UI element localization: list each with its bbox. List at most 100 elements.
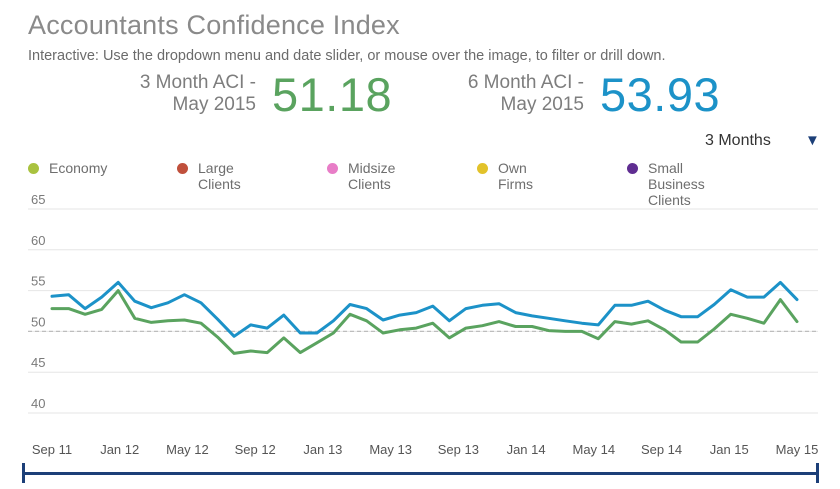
data-point[interactable] [679, 340, 684, 345]
data-point[interactable] [612, 303, 617, 308]
data-point[interactable] [695, 314, 700, 319]
data-point[interactable] [513, 310, 518, 315]
date-slider-track[interactable] [23, 472, 818, 475]
data-point[interactable] [215, 335, 220, 340]
data-point[interactable] [728, 287, 733, 292]
data-point[interactable] [314, 340, 319, 345]
data-point[interactable] [745, 316, 750, 321]
data-point[interactable] [629, 303, 634, 308]
data-point[interactable] [116, 288, 121, 293]
data-point[interactable] [331, 318, 336, 323]
data-point[interactable] [83, 312, 88, 317]
data-point[interactable] [530, 324, 535, 329]
data-point[interactable] [298, 331, 303, 336]
data-point[interactable] [397, 313, 402, 318]
data-point[interactable] [480, 303, 485, 308]
data-point[interactable] [646, 299, 651, 304]
date-slider-end-handle[interactable] [816, 463, 819, 483]
data-point[interactable] [165, 300, 170, 305]
data-point[interactable] [447, 318, 452, 323]
line-chart[interactable]: 40 45 50 55 60 65 Sep 11 Jan 12 May 12 Sep 12 Jan … [0, 195, 840, 465]
data-point[interactable] [497, 301, 502, 306]
data-point[interactable] [546, 328, 551, 333]
data-point[interactable] [579, 321, 584, 326]
data-point[interactable] [662, 327, 667, 332]
data-point[interactable] [265, 350, 270, 355]
data-point[interactable] [414, 326, 419, 331]
data-point[interactable] [165, 318, 170, 323]
data-point[interactable] [232, 351, 237, 356]
data-point[interactable] [563, 329, 568, 334]
data-point[interactable] [430, 304, 435, 309]
data-point[interactable] [430, 321, 435, 326]
data-point[interactable] [50, 306, 55, 311]
data-point[interactable] [348, 312, 353, 317]
data-point[interactable] [596, 322, 601, 327]
data-point[interactable] [149, 305, 154, 310]
data-point[interactable] [50, 294, 55, 299]
data-point[interactable] [480, 323, 485, 328]
data-point[interactable] [414, 310, 419, 315]
data-point[interactable] [116, 280, 121, 285]
data-point[interactable] [646, 318, 651, 323]
data-point[interactable] [281, 313, 286, 318]
data-point[interactable] [778, 280, 783, 285]
data-point[interactable] [66, 292, 71, 297]
data-point[interactable] [463, 326, 468, 331]
data-point[interactable] [182, 292, 187, 297]
data-point[interactable] [745, 295, 750, 300]
data-point[interactable] [712, 302, 717, 307]
data-point[interactable] [83, 306, 88, 311]
data-point[interactable] [132, 316, 137, 321]
data-point[interactable] [695, 340, 700, 345]
data-point[interactable] [265, 326, 270, 331]
data-point[interactable] [66, 306, 71, 311]
data-point[interactable] [314, 331, 319, 336]
data-point[interactable] [463, 306, 468, 311]
data-point[interactable] [364, 318, 369, 323]
data-point[interactable] [778, 297, 783, 302]
data-point[interactable] [199, 321, 204, 326]
data-point[interactable] [761, 295, 766, 300]
data-point[interactable] [397, 327, 402, 332]
data-point[interactable] [199, 300, 204, 305]
data-point[interactable] [530, 313, 535, 318]
data-point[interactable] [281, 335, 286, 340]
data-point[interactable] [662, 308, 667, 313]
data-point[interactable] [381, 331, 386, 336]
data-point[interactable] [182, 317, 187, 322]
data-point[interactable] [331, 331, 336, 336]
period-dropdown[interactable]: 3 Months ▼ [700, 130, 825, 152]
series-line-6-month-aci[interactable] [50, 280, 799, 338]
data-point[interactable] [579, 329, 584, 334]
data-point[interactable] [248, 348, 253, 353]
data-point[interactable] [712, 326, 717, 331]
data-point[interactable] [381, 317, 386, 322]
data-point[interactable] [761, 321, 766, 326]
data-point[interactable] [248, 322, 253, 327]
data-point[interactable] [132, 299, 137, 304]
series-line-3-month-aci[interactable] [50, 289, 799, 355]
data-point[interactable] [348, 302, 353, 307]
data-point[interactable] [99, 295, 104, 300]
data-point[interactable] [679, 314, 684, 319]
data-point[interactable] [215, 317, 220, 322]
data-point[interactable] [232, 334, 237, 339]
data-point[interactable] [596, 336, 601, 341]
data-point[interactable] [612, 319, 617, 324]
date-slider-start-handle[interactable] [22, 463, 25, 483]
triangle-down-icon[interactable]: ▼ [805, 132, 820, 149]
data-point[interactable] [298, 350, 303, 355]
data-point[interactable] [447, 335, 452, 340]
data-point[interactable] [149, 320, 154, 325]
data-point[interactable] [497, 319, 502, 324]
data-point[interactable] [513, 324, 518, 329]
data-point[interactable] [629, 322, 634, 327]
data-point[interactable] [795, 319, 800, 324]
data-point[interactable] [546, 316, 551, 321]
data-point[interactable] [728, 312, 733, 317]
data-point[interactable] [99, 307, 104, 312]
data-point[interactable] [563, 318, 568, 323]
data-point[interactable] [795, 297, 800, 302]
data-point[interactable] [364, 306, 369, 311]
